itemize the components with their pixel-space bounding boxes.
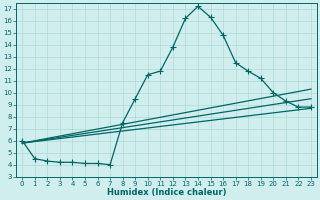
X-axis label: Humidex (Indice chaleur): Humidex (Indice chaleur) — [107, 188, 226, 197]
